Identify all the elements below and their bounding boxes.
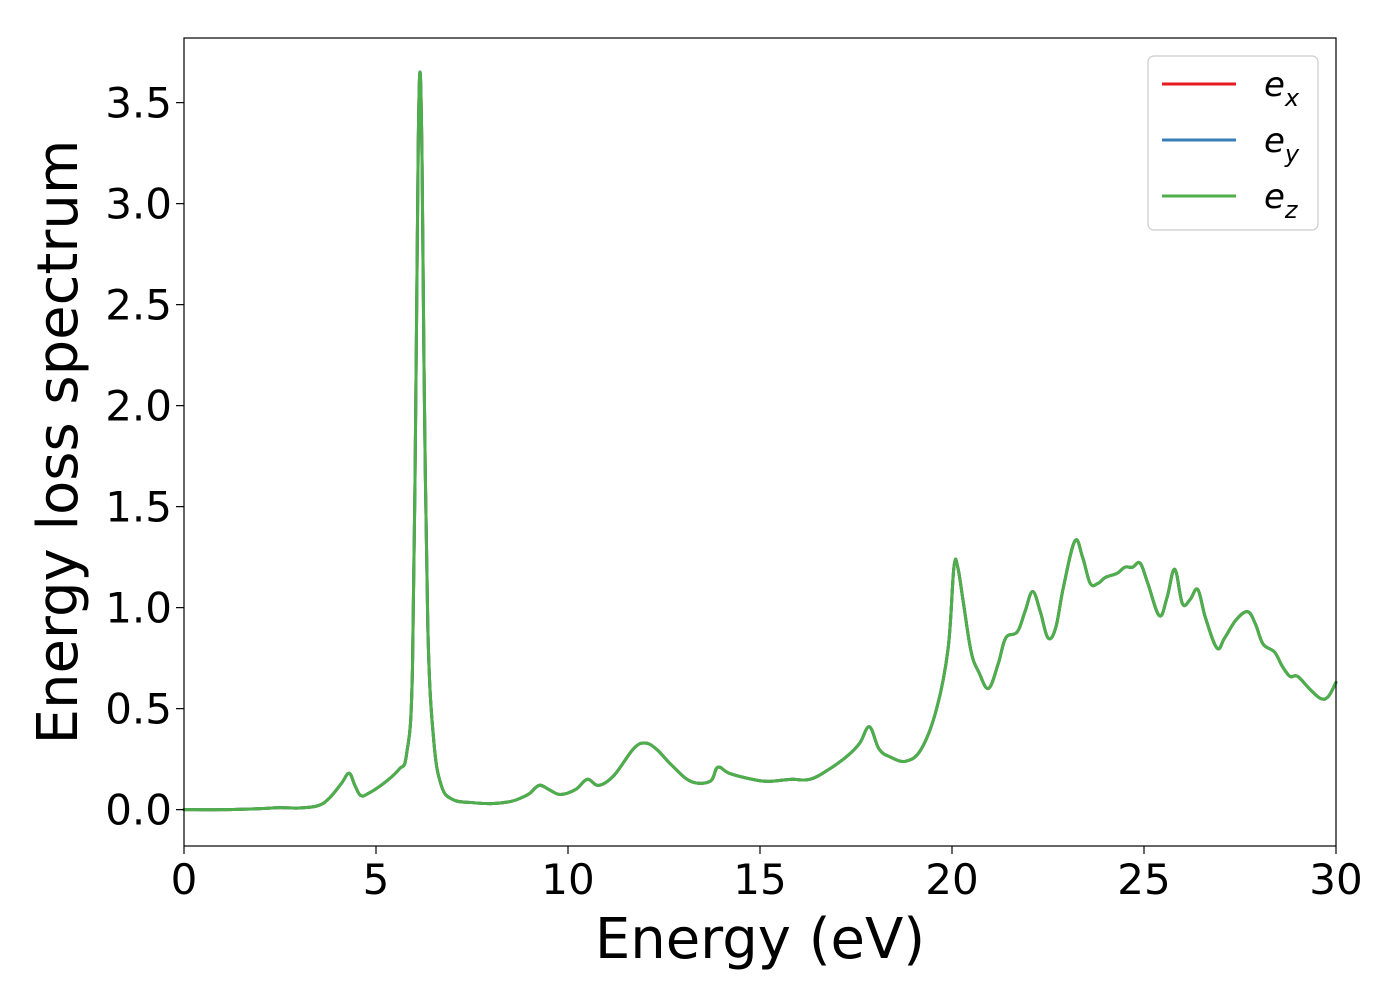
y-axis-label: Energy loss spectrum [26,140,91,745]
x-tick-label: 0 [171,855,198,904]
x-tick-label: 25 [1117,855,1170,904]
x-axis-label: Energy (eV) [595,907,925,972]
y-tick-label: 0.0 [105,786,172,835]
y-tick-label: 3.0 [105,180,172,229]
legend-box [1147,55,1319,231]
legend-label: ex [1264,65,1300,112]
y-axis-ticks: 0.0 0.5 1.0 1.5 2.0 2.5 3.0 3.5 [105,79,184,835]
y-tick-label: 2.5 [105,281,172,330]
legend-label: ey [1264,121,1300,168]
x-axis-ticks: 0 5 10 15 20 25 30 [171,846,1363,904]
x-tick-label: 15 [733,855,786,904]
x-tick-label: 30 [1309,855,1362,904]
series-line-e-z [182,70,1338,812]
x-tick-label: 20 [925,855,978,904]
legend-label-base: e [1264,177,1285,217]
y-tick-label: 0.5 [105,685,172,734]
y-tick-label: 1.0 [105,584,172,633]
x-tick-label: 10 [541,855,594,904]
y-tick-label: 3.5 [105,79,172,128]
legend-label: ez [1264,177,1299,224]
legend-label-base: e [1264,65,1285,105]
plot-area [184,38,1336,846]
x-tick-label: 5 [363,855,390,904]
legend-label-subscript: y [1284,140,1300,168]
series-layer [182,70,1338,812]
legend-label-subscript: x [1284,84,1300,112]
legend-label-base: e [1264,121,1285,161]
legend-label-subscript: z [1284,196,1299,224]
y-tick-label: 2.0 [105,382,172,431]
y-tick-label: 1.5 [105,483,172,532]
